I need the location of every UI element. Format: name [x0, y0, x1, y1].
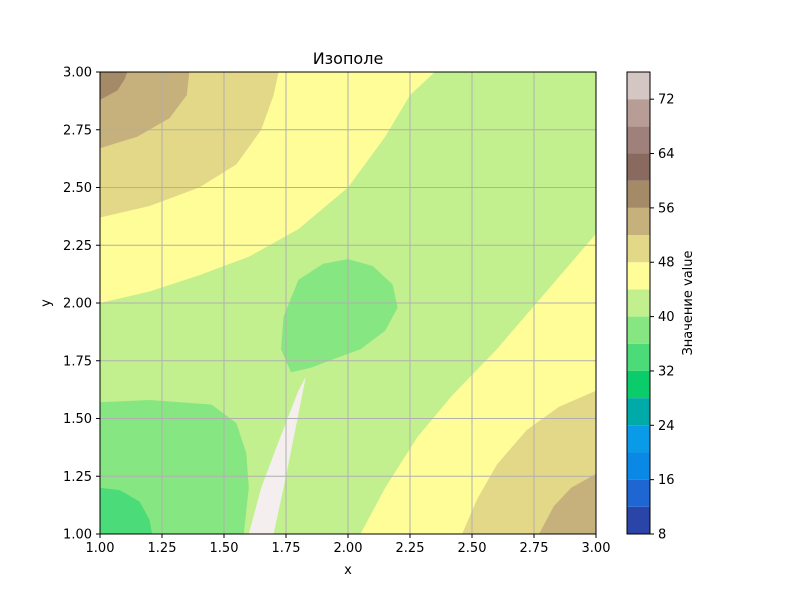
x-tick-label: 2.25 — [396, 541, 425, 556]
plot-area — [99, 71, 597, 535]
colorbar-tick-label: 8 — [658, 528, 666, 543]
colorbar-level-4 — [627, 398, 650, 426]
x-tick-label: 1.50 — [210, 541, 239, 556]
colorbar-level-8 — [627, 289, 650, 317]
colorbar-label: Значение value — [681, 250, 696, 355]
y-axis: 1.00 1.25 1.50 1.75 2.00 2.25 2.50 2.75 3.00 — [63, 66, 100, 543]
colorbar-level-11 — [627, 207, 650, 236]
y-tick-label: 2.00 — [63, 297, 92, 312]
y-tick-label: 1.75 — [63, 354, 92, 369]
colorbar-tick-label: 72 — [658, 93, 675, 108]
x-tick-label: 1.25 — [148, 541, 177, 556]
colorbar-level-1 — [627, 479, 650, 507]
contour-region-4 — [100, 72, 190, 149]
colorbar-level-3 — [627, 425, 650, 453]
x-tick-label: 2.00 — [334, 541, 363, 556]
x-axis: 1.00 1.25 1.50 1.75 2.00 2.25 2.50 2.75 3.00 — [86, 534, 611, 556]
contour-region-10 — [248, 376, 306, 534]
y-tick-label: 2.75 — [63, 123, 92, 138]
x-axis-label: x — [344, 563, 352, 578]
y-axis-label: y — [39, 299, 54, 307]
colorbar-level-9 — [627, 262, 650, 290]
contour-region-5 — [539, 473, 596, 534]
x-tick-label: 1.75 — [272, 541, 301, 556]
colorbar-levels — [627, 72, 650, 534]
x-tick-label: 1.00 — [86, 541, 115, 556]
colorbar-tick-label: 48 — [658, 256, 675, 271]
colorbar-tick-label: 32 — [658, 364, 675, 379]
y-tick-label: 1.00 — [63, 528, 92, 543]
colorbar-tick-label: 24 — [658, 419, 675, 434]
chart-title: Изополе — [313, 49, 384, 68]
colorbar-level-5 — [627, 370, 650, 399]
y-tick-label: 2.50 — [63, 181, 92, 196]
colorbar-tick-label: 64 — [658, 147, 675, 162]
contour-region-6 — [100, 72, 128, 100]
colorbar: 8 16 24 32 40 48 56 64 72 Значение value — [626, 71, 696, 543]
colorbar-tick-label: 16 — [658, 473, 675, 488]
colorbar-level-6 — [627, 343, 650, 371]
y-tick-label: 3.00 — [63, 66, 92, 81]
x-tick-label: 2.50 — [458, 541, 487, 556]
colorbar-level-12 — [627, 180, 650, 208]
colorbar-ticks: 8 16 24 32 40 48 56 64 72 — [650, 93, 675, 543]
y-tick-label: 1.50 — [63, 412, 92, 427]
y-tick-label: 2.25 — [63, 239, 92, 254]
colorbar-level-7 — [627, 316, 650, 344]
colorbar-level-14 — [627, 126, 650, 154]
colorbar-level-10 — [627, 235, 650, 263]
colorbar-level-0 — [627, 506, 650, 534]
colorbar-level-13 — [627, 153, 650, 181]
colorbar-level-2 — [627, 452, 650, 480]
colorbar-tick-label: 56 — [658, 201, 675, 216]
x-tick-label: 3.00 — [582, 541, 611, 556]
x-tick-label: 2.75 — [520, 541, 549, 556]
colorbar-frame — [626, 71, 651, 535]
colorbar-tick-label: 40 — [658, 310, 675, 325]
contour-region-9 — [100, 487, 153, 534]
colorbar-level-15 — [627, 99, 650, 127]
contour-region-8 — [281, 259, 398, 373]
y-tick-label: 1.25 — [63, 470, 92, 485]
colorbar-level-16 — [627, 72, 650, 100]
